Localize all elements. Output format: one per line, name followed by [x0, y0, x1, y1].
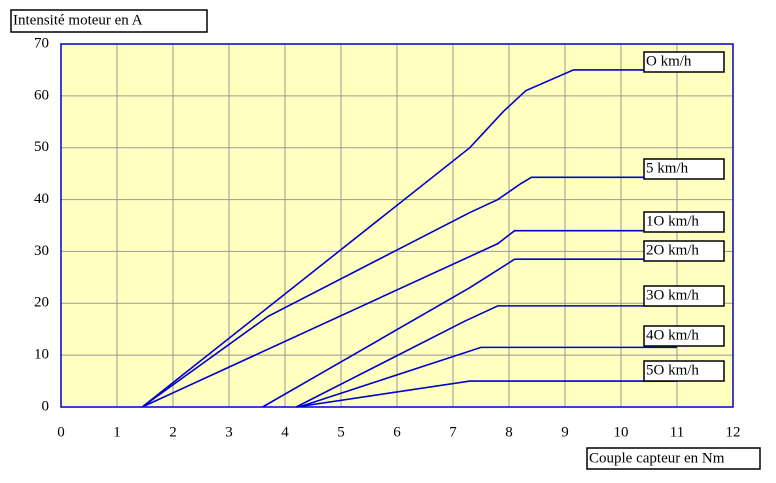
label-box [643, 240, 725, 262]
chart-title: Intensité moteur en A [13, 12, 143, 28]
y-tick-label: 10 [34, 347, 49, 363]
x-tick-label: 11 [670, 424, 684, 440]
series-line [141, 176, 677, 408]
legend-label: 3O km/h [646, 287, 699, 303]
labels: O km/h 5 km/h 1O km/h 2O km/h 3O km/h 4O km/h… [643, 51, 725, 382]
y-tick-label: 20 [34, 295, 49, 311]
legend-label: 5 km/h [646, 160, 689, 176]
legend-label: 2O km/h [646, 242, 699, 258]
series-line [141, 229, 677, 408]
y-tick-label: 40 [34, 191, 49, 207]
label-box [643, 211, 725, 233]
series-line [141, 69, 677, 408]
label-box [643, 51, 725, 73]
y-tick-label: 70 [34, 35, 49, 51]
y-tick-label: 60 [34, 87, 49, 103]
legend-label: 5O km/h [646, 362, 699, 378]
plot-border [60, 43, 734, 408]
series-line [295, 305, 677, 408]
label-box [643, 360, 725, 382]
series-line [262, 258, 677, 408]
x-tick-label: 10 [614, 424, 629, 440]
lines [141, 69, 677, 408]
x-tick-label: 3 [225, 424, 233, 440]
x-tick-label: 1 [113, 424, 121, 440]
x-tick-label: 12 [726, 424, 741, 440]
legend-label: 4O km/h [646, 327, 699, 343]
label-box [643, 325, 725, 347]
title-box [10, 9, 208, 33]
series-line [296, 380, 677, 408]
x-label-box [586, 447, 761, 470]
legend-label: 1O km/h [646, 213, 699, 229]
x-tick-label: 2 [169, 424, 177, 440]
x-tick-label: 7 [449, 424, 457, 440]
x-tick-label: 9 [561, 424, 569, 440]
series-line [298, 346, 677, 408]
x-tick-label: 4 [281, 424, 289, 440]
legend-label: O km/h [646, 53, 692, 69]
label-box [643, 285, 725, 307]
label-box [643, 158, 725, 180]
x-axis-label: Couple capteur en Nm [589, 450, 725, 466]
x-tick-label: 6 [393, 424, 401, 440]
x-tick-label: 0 [57, 424, 65, 440]
y-tick-label: 50 [34, 139, 49, 155]
y-tick-label: 30 [34, 243, 49, 259]
y-tick-label: 0 [42, 398, 50, 414]
x-tick-label: 8 [505, 424, 513, 440]
x-tick-label: 5 [337, 424, 345, 440]
